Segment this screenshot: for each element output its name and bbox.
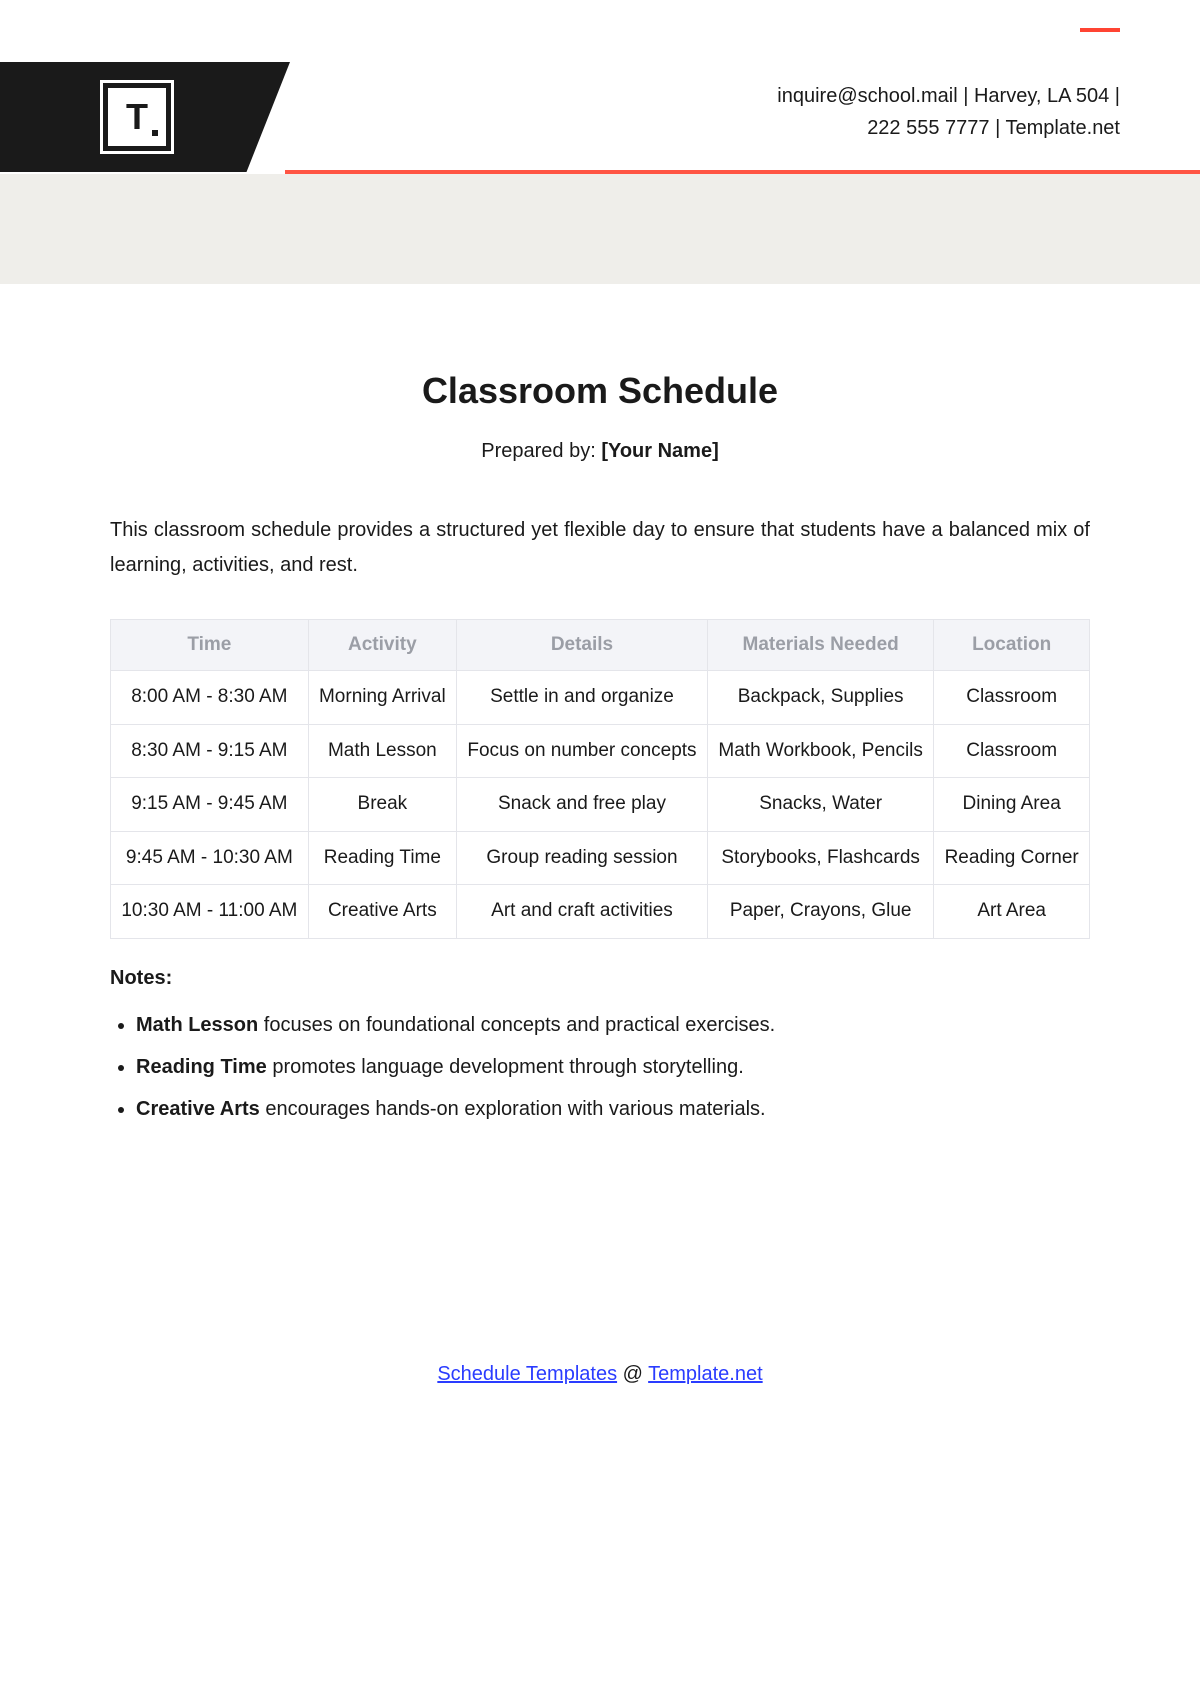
table-cell: Reading Time bbox=[308, 831, 456, 885]
table-row: 9:45 AM - 10:30 AMReading TimeGroup read… bbox=[111, 831, 1090, 885]
logo-box: T bbox=[100, 80, 174, 154]
footer-link-site[interactable]: Template.net bbox=[648, 1363, 763, 1385]
table-row: 8:30 AM - 9:15 AMMath LessonFocus on num… bbox=[111, 724, 1090, 778]
note-item: Math Lesson focuses on foundational conc… bbox=[136, 1006, 1090, 1044]
table-row: 10:30 AM - 11:00 AMCreative ArtsArt and … bbox=[111, 885, 1090, 939]
table-column-header: Materials Needed bbox=[708, 620, 934, 671]
table-cell: Art Area bbox=[934, 885, 1090, 939]
table-cell: Morning Arrival bbox=[308, 671, 456, 725]
table-cell: Classroom bbox=[934, 724, 1090, 778]
schedule-table: TimeActivityDetailsMaterials NeededLocat… bbox=[110, 619, 1090, 939]
beige-band bbox=[0, 174, 1200, 284]
table-row: 8:00 AM - 8:30 AMMorning ArrivalSettle i… bbox=[111, 671, 1090, 725]
note-item: Creative Arts encourages hands-on explor… bbox=[136, 1090, 1090, 1128]
document-content: Classroom Schedule Prepared by: [Your Na… bbox=[110, 370, 1090, 1132]
footer-link-templates[interactable]: Schedule Templates bbox=[437, 1363, 617, 1385]
table-cell: Backpack, Supplies bbox=[708, 671, 934, 725]
contact-line-1: inquire@school.mail | Harvey, LA 504 | bbox=[777, 80, 1120, 112]
contact-info: inquire@school.mail | Harvey, LA 504 | 2… bbox=[777, 80, 1120, 144]
table-cell: 8:00 AM - 8:30 AM bbox=[111, 671, 309, 725]
table-cell: Classroom bbox=[934, 671, 1090, 725]
table-cell: Paper, Crayons, Glue bbox=[708, 885, 934, 939]
notes-list: Math Lesson focuses on foundational conc… bbox=[110, 1006, 1090, 1128]
note-rest: encourages hands-on exploration with var… bbox=[260, 1098, 766, 1120]
contact-line-2: 222 555 7777 | Template.net bbox=[777, 112, 1120, 144]
prepared-value: [Your Name] bbox=[601, 440, 718, 462]
table-row: 9:15 AM - 9:45 AMBreakSnack and free pla… bbox=[111, 778, 1090, 832]
table-header-row: TimeActivityDetailsMaterials NeededLocat… bbox=[111, 620, 1090, 671]
footer: Schedule Templates @ Template.net bbox=[0, 1363, 1200, 1386]
note-rest: focuses on foundational concepts and pra… bbox=[258, 1014, 775, 1036]
table-cell: Dining Area bbox=[934, 778, 1090, 832]
table-body: 8:00 AM - 8:30 AMMorning ArrivalSettle i… bbox=[111, 671, 1090, 939]
table-cell: 9:45 AM - 10:30 AM bbox=[111, 831, 309, 885]
table-cell: Storybooks, Flashcards bbox=[708, 831, 934, 885]
table-cell: 9:15 AM - 9:45 AM bbox=[111, 778, 309, 832]
prepared-by: Prepared by: [Your Name] bbox=[110, 440, 1090, 463]
table-cell: Creative Arts bbox=[308, 885, 456, 939]
table-cell: Focus on number concepts bbox=[456, 724, 707, 778]
note-bold: Math Lesson bbox=[136, 1014, 258, 1036]
table-cell: Group reading session bbox=[456, 831, 707, 885]
table-cell: Snack and free play bbox=[456, 778, 707, 832]
table-column-header: Location bbox=[934, 620, 1090, 671]
logo-dot-icon bbox=[152, 130, 158, 136]
table-cell: Reading Corner bbox=[934, 831, 1090, 885]
table-cell: Snacks, Water bbox=[708, 778, 934, 832]
note-bold: Reading Time bbox=[136, 1056, 267, 1078]
header-band: T inquire@school.mail | Harvey, LA 504 |… bbox=[0, 62, 1200, 172]
prepared-label: Prepared by: bbox=[481, 440, 601, 462]
table-column-header: Time bbox=[111, 620, 309, 671]
header-black-shape: T bbox=[0, 62, 290, 172]
intro-paragraph: This classroom schedule provides a struc… bbox=[110, 513, 1090, 583]
table-cell: Math Workbook, Pencils bbox=[708, 724, 934, 778]
note-rest: promotes language development through st… bbox=[267, 1056, 744, 1078]
logo-letter: T bbox=[108, 88, 166, 146]
table-cell: Break bbox=[308, 778, 456, 832]
table-cell: Art and craft activities bbox=[456, 885, 707, 939]
logo-text: T bbox=[126, 96, 148, 138]
page-title: Classroom Schedule bbox=[110, 370, 1090, 412]
footer-at: @ bbox=[617, 1363, 648, 1385]
notes-heading: Notes: bbox=[110, 967, 1090, 990]
table-cell: Math Lesson bbox=[308, 724, 456, 778]
top-accent-line bbox=[1080, 28, 1120, 32]
note-bold: Creative Arts bbox=[136, 1098, 260, 1120]
table-cell: 10:30 AM - 11:00 AM bbox=[111, 885, 309, 939]
table-column-header: Details bbox=[456, 620, 707, 671]
note-item: Reading Time promotes language developme… bbox=[136, 1048, 1090, 1086]
table-cell: 8:30 AM - 9:15 AM bbox=[111, 724, 309, 778]
table-column-header: Activity bbox=[308, 620, 456, 671]
table-cell: Settle in and organize bbox=[456, 671, 707, 725]
